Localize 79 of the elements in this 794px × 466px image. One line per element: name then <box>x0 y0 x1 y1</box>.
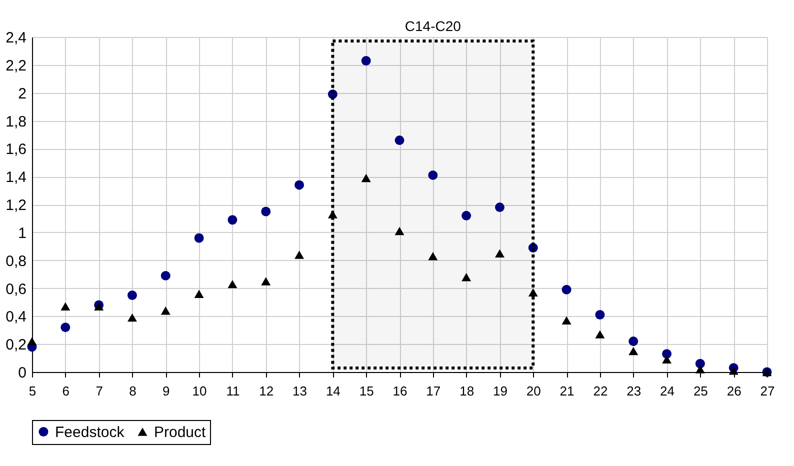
y-tick-label: 2,2 <box>6 57 26 74</box>
point <box>494 249 504 258</box>
point <box>628 336 638 346</box>
point <box>695 365 705 374</box>
point <box>695 358 705 368</box>
x-tick-label: 16 <box>392 384 408 398</box>
y-tick-label: 2 <box>18 85 26 102</box>
point <box>261 206 271 216</box>
x-tick-label: 8 <box>129 384 136 398</box>
point <box>494 202 504 212</box>
point <box>160 270 170 280</box>
y-tick-label: 1,8 <box>6 113 26 130</box>
point <box>228 215 238 225</box>
point <box>394 226 404 236</box>
point <box>562 316 572 324</box>
x-tick-label: 12 <box>259 384 274 398</box>
x-tick-label: 24 <box>660 384 675 398</box>
y-tick-label: 0,2 <box>6 336 26 354</box>
x-tick-label: 15 <box>359 384 374 398</box>
x-tick-label: 17 <box>426 384 441 398</box>
x-tick-label: 23 <box>626 384 642 398</box>
point <box>394 136 404 146</box>
point <box>328 210 338 218</box>
point <box>428 252 438 260</box>
point <box>27 337 37 346</box>
x-tick-label: 11 <box>226 384 240 398</box>
point <box>361 56 371 66</box>
point <box>194 290 204 298</box>
point <box>160 306 170 315</box>
x-tick-label: 7 <box>96 384 103 398</box>
point <box>562 284 572 294</box>
point <box>462 210 472 220</box>
band-label: C14-C20 <box>404 18 462 34</box>
x-tick-label: 14 <box>326 384 340 398</box>
point <box>228 280 238 288</box>
x-tick-label: 5 <box>28 384 36 398</box>
y-tick-label: 0,8 <box>6 252 26 270</box>
point <box>60 322 70 332</box>
point <box>662 349 672 359</box>
y-tick-label: 1,4 <box>6 169 26 186</box>
x-tick-label: 20 <box>526 384 541 398</box>
legend-label: Feedstock <box>55 424 125 441</box>
point <box>127 313 137 322</box>
y-tick-label: 1,6 <box>6 141 26 158</box>
point <box>294 250 304 259</box>
x-tick-label: 6 <box>62 384 70 398</box>
x-tick-label: 10 <box>192 384 207 398</box>
point <box>194 233 204 243</box>
point <box>528 288 538 297</box>
point <box>294 180 304 190</box>
y-tick-label: 2,4 <box>6 30 26 46</box>
point <box>462 272 472 282</box>
y-tick-label: 0,6 <box>6 280 26 298</box>
y-tick-label: 0,4 <box>6 308 26 326</box>
x-tick-label: 9 <box>162 384 170 398</box>
point <box>60 302 70 311</box>
point <box>127 290 137 300</box>
legend-label: Product <box>154 424 207 441</box>
x-tick-label: 13 <box>292 384 308 398</box>
x-tick-label: 21 <box>560 384 574 398</box>
x-tick-label: 26 <box>726 384 742 398</box>
point <box>595 310 605 320</box>
x-tick-label: 25 <box>693 384 708 398</box>
point <box>261 277 271 286</box>
point <box>728 366 738 375</box>
x-tick-label: 19 <box>492 384 508 398</box>
point <box>361 174 371 182</box>
point <box>328 89 338 99</box>
point <box>428 170 438 180</box>
point <box>628 346 638 356</box>
y-tick-label: 1 <box>18 224 26 242</box>
x-tick-label: 22 <box>593 384 608 398</box>
point <box>595 330 605 338</box>
y-tick-label: 0 <box>18 364 26 382</box>
y-tick-label: 1,2 <box>6 197 26 214</box>
point <box>528 243 538 253</box>
x-tick-label: 27 <box>760 384 775 398</box>
point <box>662 355 672 364</box>
x-tick-label: 18 <box>460 384 474 398</box>
